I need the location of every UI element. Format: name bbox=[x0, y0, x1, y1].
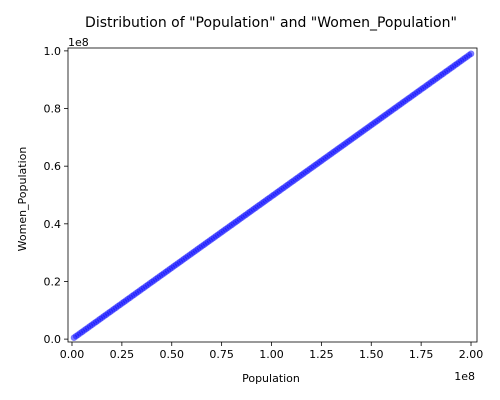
y-tick-label: 0.4 bbox=[44, 218, 62, 231]
y-tick-label: 0.2 bbox=[44, 275, 62, 288]
y-axis-label: Women_Population bbox=[16, 147, 29, 252]
x-tick-label: 1.50 bbox=[359, 348, 384, 361]
y-tick-label: 1.0 bbox=[44, 45, 62, 58]
x-tick-label: 1.75 bbox=[409, 348, 434, 361]
x-tick-label: 0.50 bbox=[159, 348, 184, 361]
x-axis: 0.00 0.25 0.50 0.75 1.00 1.25 1.50 1.75 2.00 bbox=[60, 342, 484, 361]
plot-frame bbox=[67, 47, 478, 343]
x-tick-label: 1.25 bbox=[309, 348, 334, 361]
x-tick-label: 0.25 bbox=[110, 348, 135, 361]
y-axis: 0.0 0.2 0.4 0.6 0.8 1.0 bbox=[44, 45, 68, 346]
x-tick-label: 0.00 bbox=[60, 348, 85, 361]
x-axis-label: Population bbox=[242, 372, 300, 385]
y-axis-offset-label: 1e8 bbox=[68, 36, 89, 49]
x-tick-label: 2.00 bbox=[459, 348, 484, 361]
x-tick-label: 0.75 bbox=[209, 348, 234, 361]
chart-title: Distribution of "Population" and "Women_… bbox=[85, 15, 457, 31]
data-points bbox=[70, 50, 475, 341]
x-tick-label: 1.00 bbox=[259, 348, 284, 361]
y-tick-label: 0.8 bbox=[44, 103, 62, 116]
data-point bbox=[467, 50, 475, 58]
x-axis-offset-label: 1e8 bbox=[454, 370, 475, 383]
y-tick-label: 0.0 bbox=[44, 333, 62, 346]
y-tick-label: 0.6 bbox=[44, 160, 62, 173]
